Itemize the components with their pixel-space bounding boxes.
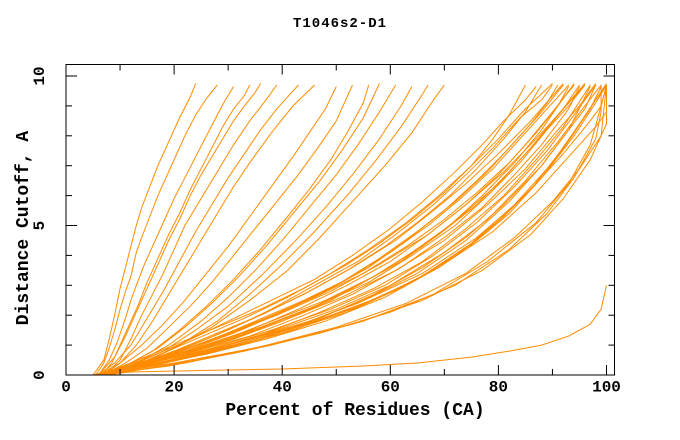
model-curve: [95, 84, 218, 376]
model-curve: [103, 83, 575, 376]
model-curve: [103, 84, 586, 376]
model-curve: [98, 83, 262, 376]
x-tick-label: 20: [164, 378, 183, 396]
model-curve: [98, 84, 597, 376]
model-curve: [103, 84, 397, 376]
model-curve: [103, 83, 586, 376]
x-tick-label: 80: [489, 378, 508, 396]
chart-title: T1046s2-D1: [292, 16, 387, 32]
model-curve: [103, 84, 315, 376]
model-curve: [98, 86, 537, 376]
model-curve: [98, 84, 299, 376]
model-curve: [103, 83, 553, 376]
model-curve: [100, 83, 380, 376]
model-curve: [100, 84, 251, 376]
model-curve: [103, 85, 607, 376]
x-tick-label: 60: [381, 378, 400, 396]
model-curve: [98, 84, 607, 376]
model-curve: [98, 86, 337, 376]
model-curve: [98, 84, 526, 376]
x-tick-label: 0: [61, 378, 71, 396]
model-curve: [98, 84, 575, 376]
model-curve: [92, 83, 197, 376]
model-curve: [103, 83, 597, 376]
model-curve: [98, 84, 591, 376]
model-curve: [98, 285, 607, 376]
y-tick-label: 0: [31, 370, 49, 380]
model-curve: [98, 83, 564, 376]
y-tick-label: 5: [31, 221, 49, 231]
model-curve: [103, 84, 353, 376]
x-tick-label: 100: [592, 378, 621, 396]
plot-frame: [65, 64, 615, 376]
model-curve: [109, 86, 607, 376]
model-curve: [103, 85, 607, 376]
y-tick-label: 10: [31, 66, 49, 85]
model-curve: [97, 86, 235, 376]
model-curve: [92, 84, 597, 376]
x-tick-label: 40: [273, 378, 292, 396]
y-axis-title: Distance Cutoff, A: [14, 130, 34, 326]
model-curve: [103, 84, 278, 376]
x-axis-title: Percent of Residues (CA): [225, 401, 485, 421]
model-curve: [92, 86, 591, 376]
